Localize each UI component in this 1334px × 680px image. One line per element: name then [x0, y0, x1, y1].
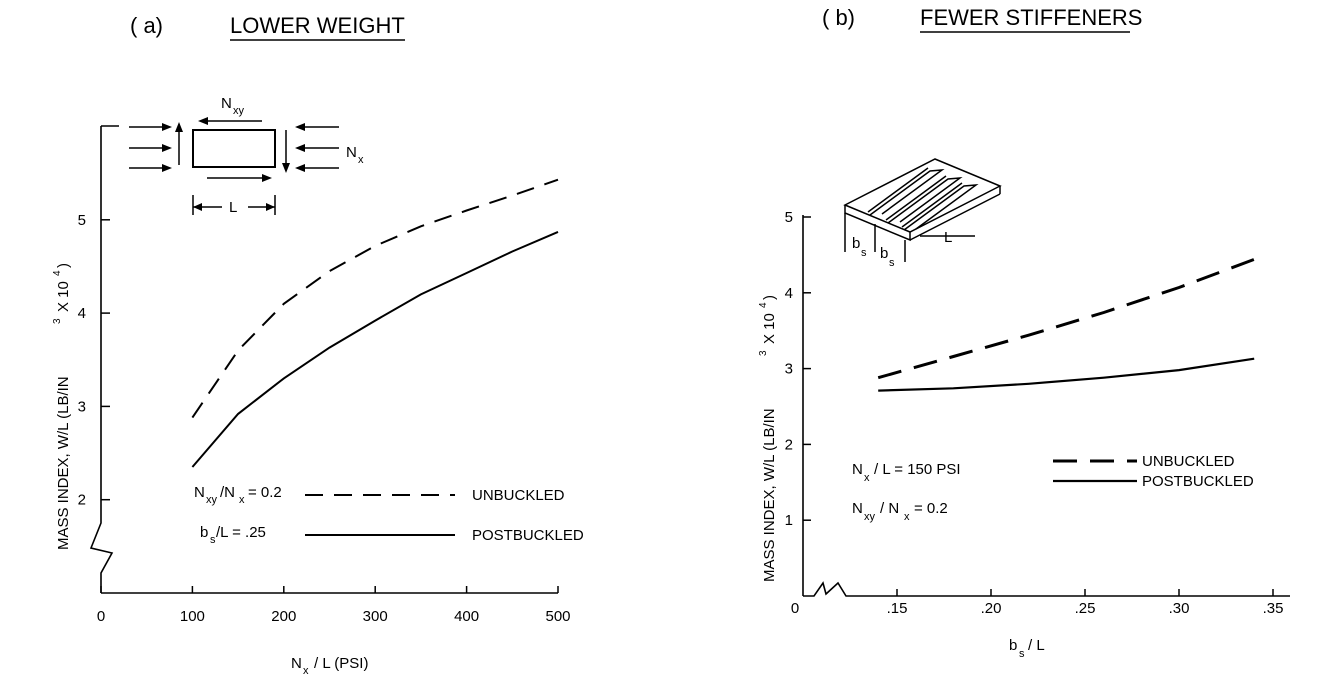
panel-b-y-tick-label: 1: [785, 512, 793, 529]
panel-b-x-axis: [803, 581, 1290, 597]
svg-text:N: N: [852, 461, 863, 478]
svg-text:= 0.2: = 0.2: [248, 484, 282, 501]
svg-text:s: s: [889, 257, 895, 269]
svg-text:x: x: [303, 665, 309, 677]
panel-a-y-axis: [89, 126, 114, 593]
svg-text:/N: /N: [220, 484, 235, 501]
panel-a-legend-postbuckled: POSTBUCKLED: [472, 527, 584, 544]
panel-b-series-unbuckled: [877, 257, 1255, 380]
svg-text:N: N: [346, 144, 357, 161]
svg-text:): ): [55, 263, 72, 268]
svg-text:x: x: [864, 472, 870, 484]
svg-text:b: b: [200, 524, 208, 541]
panel-b-y-tick-label: 4: [785, 285, 793, 302]
panel-b-y-axis-label: MASS INDEX, W/L (LB/IN 3 X 10 4 ): [758, 295, 778, 582]
svg-text:b: b: [852, 235, 860, 252]
svg-text:): ): [761, 295, 778, 300]
svg-text:/L = .25: /L = .25: [216, 524, 266, 541]
panel-b-label: ( b): [822, 5, 855, 30]
svg-text:= 0.2: = 0.2: [914, 500, 948, 517]
svg-text:b: b: [880, 245, 888, 262]
svg-text:MASS INDEX, W/L (LB/IN: MASS INDEX, W/L (LB/IN: [761, 408, 778, 582]
svg-text:N: N: [291, 655, 302, 672]
svg-text:x: x: [904, 511, 910, 523]
panel-b-inset-labels: b s b s L: [852, 229, 952, 269]
svg-text:/ L = 150 PSI: / L = 150 PSI: [874, 461, 961, 478]
svg-text:b: b: [1009, 637, 1017, 654]
panel-b-y-tick-label: 3: [785, 361, 793, 378]
panel-b-x-tick-label: 0: [791, 600, 799, 617]
panel-b-title: FEWER STIFFENERS: [920, 5, 1142, 30]
panel-b-series-postbuckled: [878, 357, 1255, 392]
svg-text:/ N: / N: [880, 500, 899, 517]
panel-a-ticks: 0 100 200 300 400 500 2 3 4 5: [78, 212, 571, 625]
panel-b-annotation-nxy: N xy / N x = 0.2: [852, 500, 948, 523]
panel-a-x-tick-label: 200: [271, 608, 296, 625]
panel-b-inset-diagram: [843, 158, 1002, 262]
panel-b: ( b) FEWER STIFFENERS 0 .15 .20 .25 .30 .35 1 2…: [758, 5, 1290, 660]
panel-a-y-tick-label: 2: [78, 492, 86, 509]
panel-a-x-tick-label: 500: [545, 608, 570, 625]
svg-text:3: 3: [758, 350, 769, 356]
svg-text:xy: xy: [206, 494, 218, 506]
svg-text:s: s: [210, 534, 216, 546]
svg-text:MASS INDEX, W/L (LB/IN: MASS INDEX, W/L (LB/IN: [55, 376, 72, 550]
panel-a-annotation-nxy: N xy /N x = 0.2: [194, 484, 282, 506]
svg-text:3: 3: [52, 318, 63, 324]
svg-text:x: x: [358, 154, 364, 166]
svg-text:N: N: [852, 500, 863, 517]
panel-a-series-unbuckled: [191, 178, 559, 419]
panel-a-x-tick-label: 0: [97, 608, 105, 625]
panel-b-x-tick-label: .35: [1263, 600, 1284, 617]
panel-b-x-tick-label: .20: [981, 600, 1002, 617]
panel-b-x-tick-label: .15: [887, 600, 908, 617]
svg-text:X 10: X 10: [55, 281, 72, 312]
panel-a-x-tick-label: 400: [454, 608, 479, 625]
panel-a-series-postbuckled: [191, 230, 559, 468]
svg-text:xy: xy: [864, 511, 876, 523]
panel-a-y-tick-label: 3: [78, 398, 86, 415]
svg-text:4: 4: [52, 270, 63, 276]
panel-a-x-tick-label: 100: [180, 608, 205, 625]
panel-b-ticks: 0 .15 .20 .25 .30 .35 1 2 3 4 5: [785, 209, 1284, 617]
panel-b-legend-unbuckled: UNBUCKLED: [1142, 453, 1235, 470]
panel-a-y-tick-label: 5: [78, 212, 86, 229]
panel-b-annotation-nx: N x / L = 150 PSI: [852, 461, 961, 484]
panel-a-x-tick-label: 300: [363, 608, 388, 625]
svg-text:xy: xy: [233, 105, 245, 117]
svg-text:L: L: [229, 199, 237, 216]
svg-text:x: x: [239, 494, 245, 506]
svg-text:N: N: [221, 95, 232, 112]
panel-a-y-axis-label: MASS INDEX, W/L (LB/IN 3 X 10 4 ): [52, 263, 72, 550]
panel-a-y-tick-label: 4: [78, 305, 86, 322]
panel-b-x-tick-label: .30: [1169, 600, 1190, 617]
svg-text:s: s: [1019, 648, 1025, 660]
svg-text:N: N: [194, 484, 205, 501]
panel-b-x-axis-label: b s / L: [1009, 637, 1045, 660]
panel-a-legend-unbuckled: UNBUCKLED: [472, 487, 565, 504]
panel-a-annotation-bs: b s /L = .25: [200, 524, 266, 546]
svg-text:/ L (PSI): / L (PSI): [314, 655, 368, 672]
panel-a-label: ( a): [130, 13, 163, 38]
panel-b-y-tick-label: 2: [785, 436, 793, 453]
panel-b-x-tick-label: .25: [1075, 600, 1096, 617]
panel-a-inset-diagram: N xy N x: [129, 95, 364, 216]
panel-a-title: LOWER WEIGHT: [230, 13, 405, 38]
svg-text:X 10: X 10: [761, 313, 778, 344]
svg-text:/ L: / L: [1028, 637, 1045, 654]
panel-a: ( a) LOWER WEIGHT 0 100 200 300 400 500 2 3 4 5 N…: [52, 13, 584, 677]
svg-text:L: L: [944, 229, 952, 246]
panel-a-x-axis-label: N x / L (PSI): [291, 655, 368, 677]
svg-text:s: s: [861, 247, 867, 259]
svg-text:4: 4: [758, 302, 769, 308]
panel-b-legend-postbuckled: POSTBUCKLED: [1142, 473, 1254, 490]
panel-b-y-tick-label: 5: [785, 209, 793, 226]
